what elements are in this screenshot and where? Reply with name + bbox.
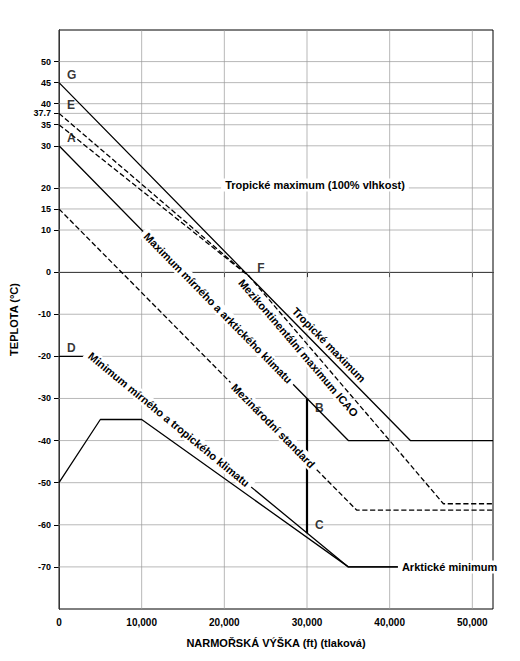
svg-text:C: C	[315, 518, 324, 532]
svg-text:-10: -10	[38, 309, 51, 319]
svg-text:G: G	[67, 68, 76, 82]
svg-text:20,000: 20,000	[209, 617, 240, 628]
svg-text:NARMOŘSKÁ VÝŠKA (ft) (tlaková): NARMOŘSKÁ VÝŠKA (ft) (tlaková)	[186, 637, 366, 649]
svg-text:-30: -30	[38, 393, 51, 403]
svg-text:37.7: 37.7	[33, 108, 51, 118]
svg-text:20: 20	[41, 183, 51, 193]
svg-text:F: F	[257, 261, 264, 275]
svg-text:0: 0	[46, 267, 51, 277]
svg-text:50,000: 50,000	[457, 617, 488, 628]
svg-text:-20: -20	[38, 351, 51, 361]
svg-text:B: B	[315, 401, 324, 415]
svg-text:TEPLOTA (°C): TEPLOTA (°C)	[8, 283, 20, 356]
svg-text:40,000: 40,000	[374, 617, 405, 628]
svg-text:45: 45	[41, 78, 51, 88]
svg-text:-40: -40	[38, 436, 51, 446]
svg-text:Mezinárodní standard: Mezinárodní standard	[229, 381, 317, 470]
svg-text:Tropické maximum: Tropické maximum	[289, 305, 369, 385]
svg-text:-60: -60	[38, 520, 51, 530]
svg-text:35: 35	[41, 120, 51, 130]
svg-text:10,000: 10,000	[126, 617, 157, 628]
svg-text:15: 15	[41, 204, 51, 214]
svg-text:-70: -70	[38, 562, 51, 572]
svg-text:E: E	[67, 98, 75, 112]
svg-text:Mezikontinentální maximum ICAO: Mezikontinentální maximum ICAO	[236, 276, 361, 420]
svg-text:Maximum mírného a arktického k: Maximum mírného a arktického klimatu	[142, 230, 295, 385]
svg-text:30: 30	[41, 141, 51, 151]
svg-text:40: 40	[41, 99, 51, 109]
svg-text:Tropické maximum (100% vlhkost: Tropické maximum (100% vlhkost)	[225, 179, 405, 191]
svg-text:10: 10	[41, 225, 51, 235]
svg-text:0: 0	[56, 617, 62, 628]
svg-text:-50: -50	[38, 478, 51, 488]
svg-text:Arktické minimum: Arktické minimum	[402, 561, 498, 573]
svg-text:D: D	[67, 341, 76, 355]
svg-text:30,000: 30,000	[292, 617, 323, 628]
svg-text:Minimum mírného a tropického k: Minimum mírného a tropického klimatu	[86, 350, 252, 489]
svg-text:50: 50	[41, 57, 51, 67]
svg-text:A: A	[67, 131, 76, 145]
